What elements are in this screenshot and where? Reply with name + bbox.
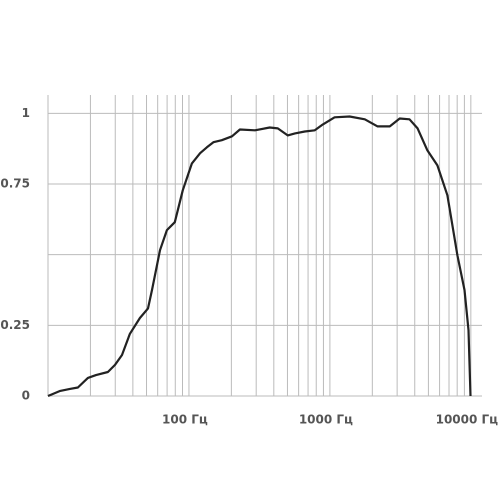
y-tick-label: 0.75 xyxy=(0,177,30,191)
y-tick-label: 0.25 xyxy=(0,318,30,332)
x-tick-label: 1000 Гц xyxy=(299,413,353,427)
response-line xyxy=(47,115,472,398)
y-tick-label: 1 xyxy=(22,106,30,120)
x-tick-label: 10000 Гц xyxy=(436,413,499,427)
y-tick-label: 0 xyxy=(22,389,30,403)
x-tick-label: 100 Гц xyxy=(162,413,208,427)
